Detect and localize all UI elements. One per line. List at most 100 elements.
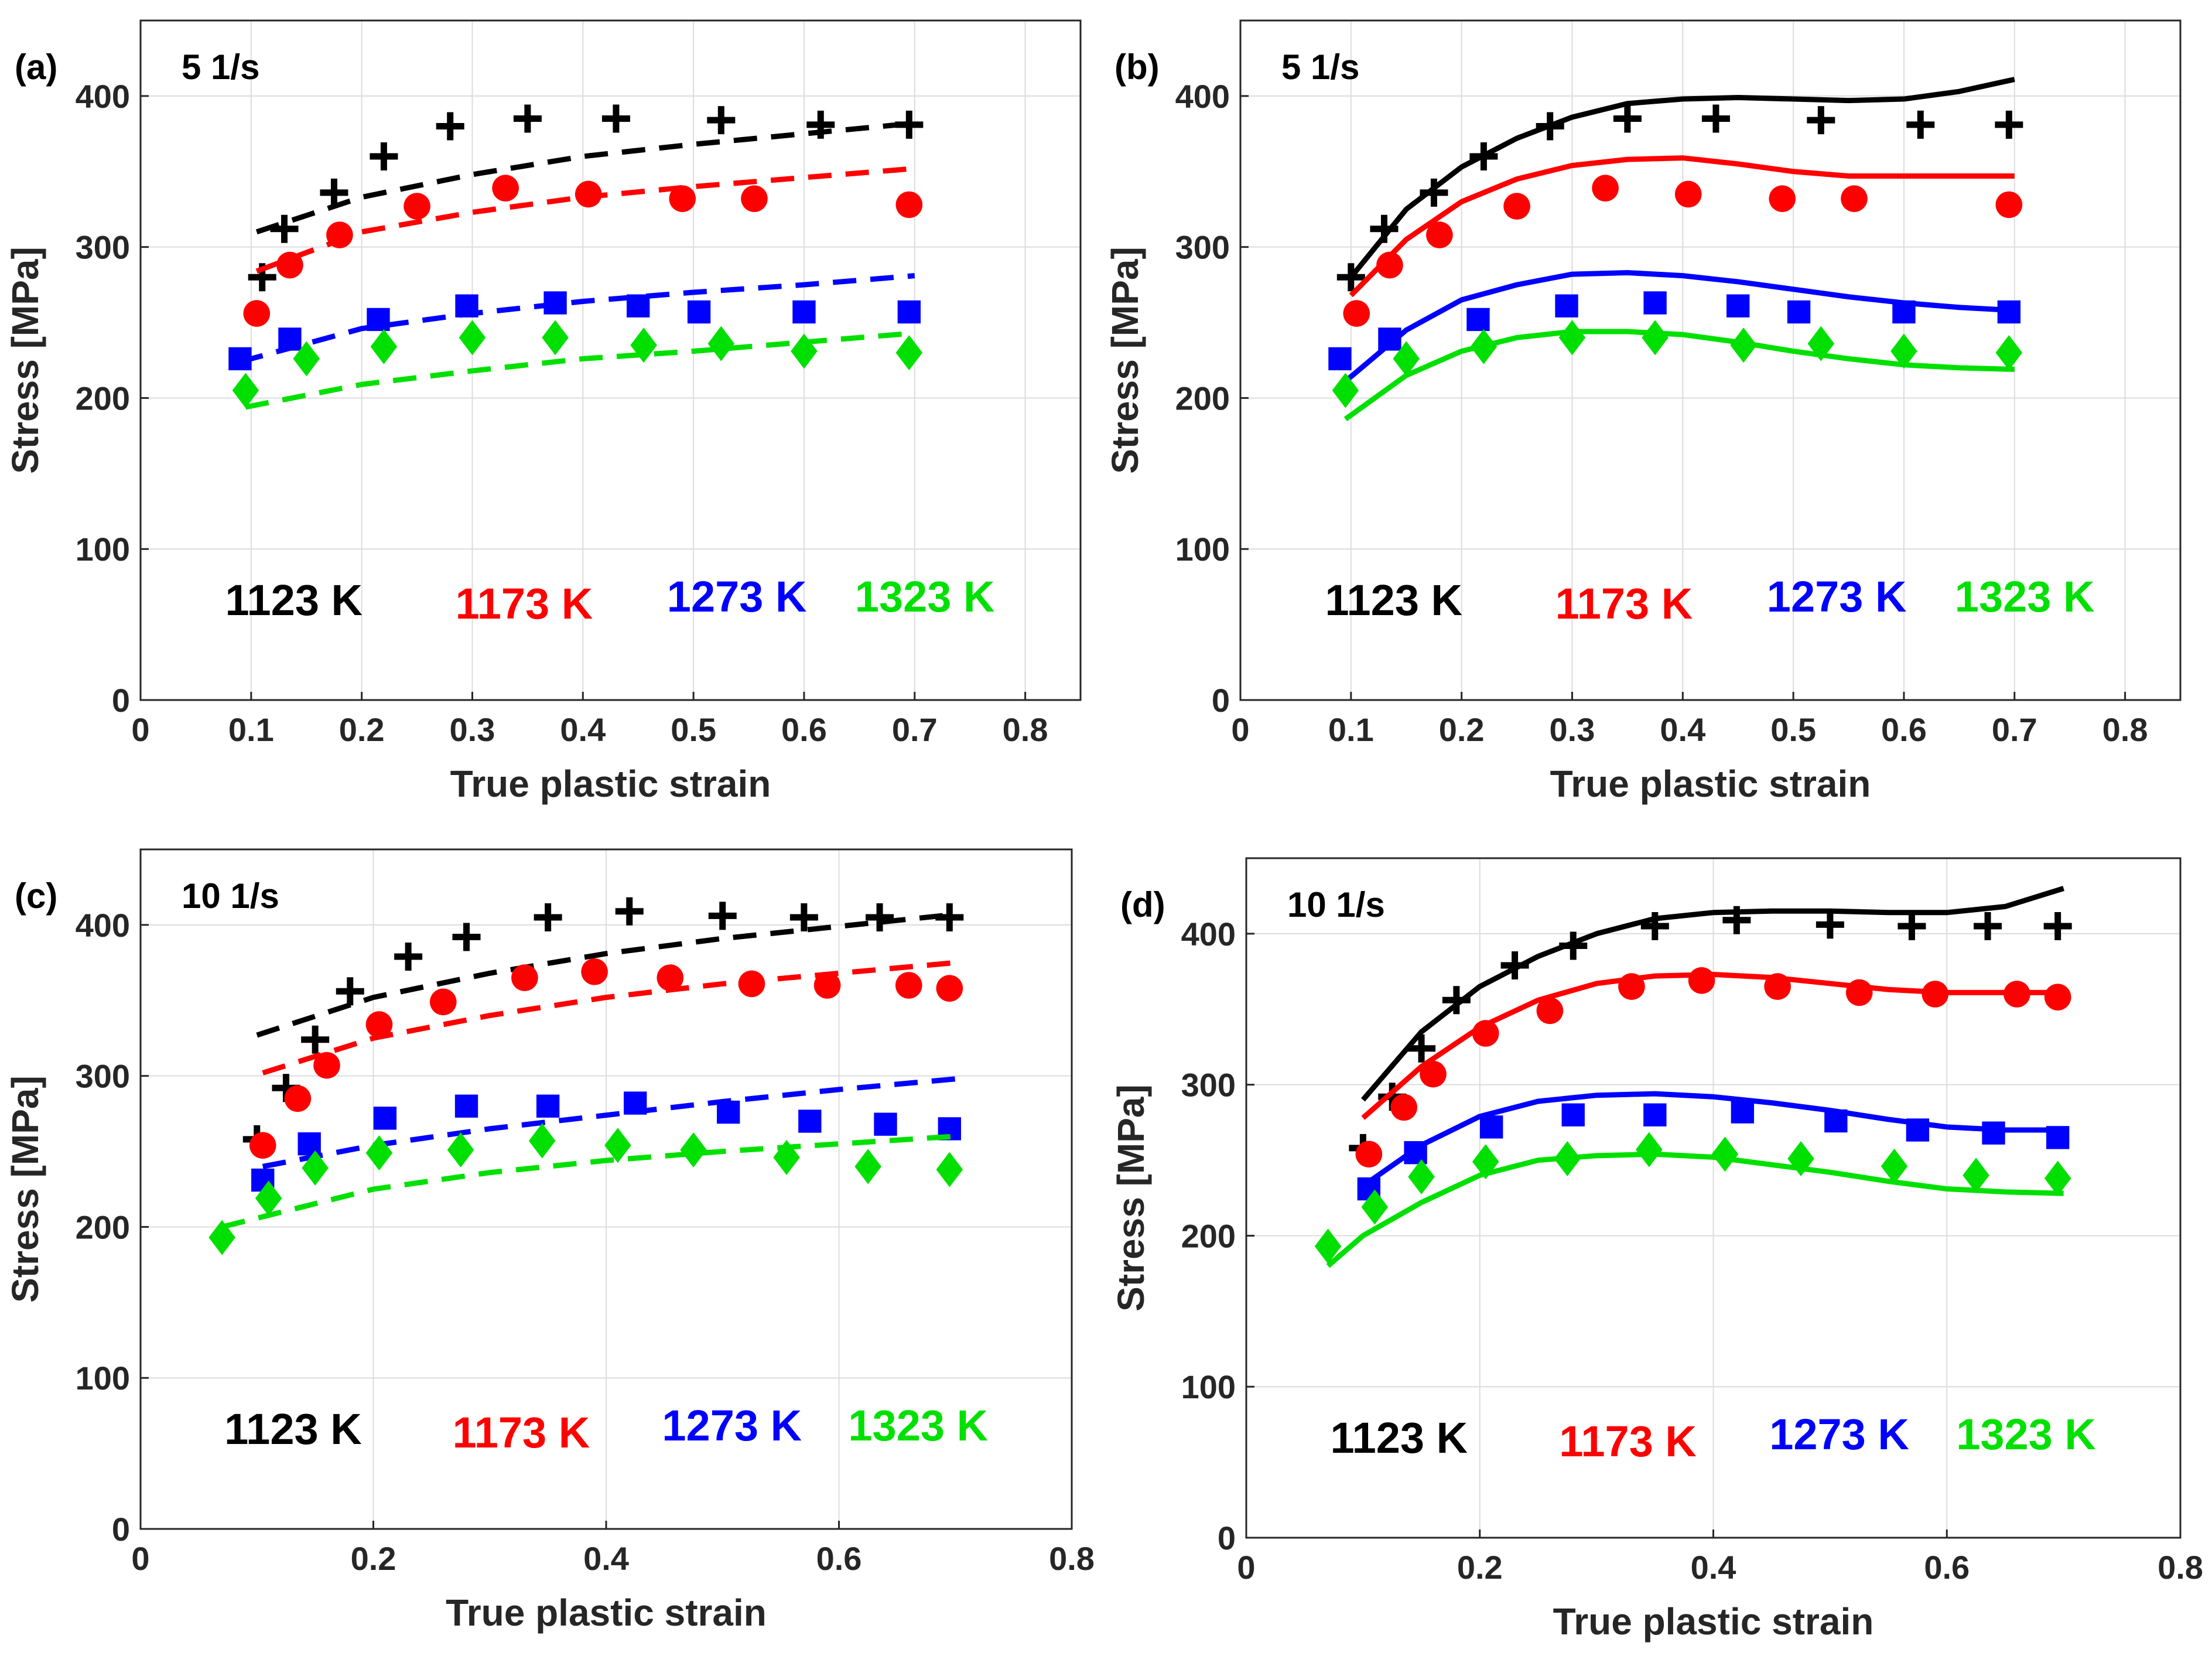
experimental-point [627,294,650,318]
panel-label: (b) [1114,47,1160,87]
experimental-point [1764,973,1791,1000]
y-axis-label: Stress [MPa] [1110,1084,1152,1312]
y-tick-label: 100 [1175,531,1230,568]
plot-frame [139,19,1082,701]
series-1323-k: 1323 K [232,320,994,621]
legend-entry: 1273 K [1769,1410,1909,1459]
y-axis-label: Stress [MPa] [4,247,46,474]
panel-label: (c) [15,876,57,916]
series-1273-k: 1273 K [1328,269,2021,621]
experimental-point [1328,347,1352,371]
series-1323-k: 1323 K [1314,1132,2096,1459]
experimental-point [367,308,390,332]
experimental-point [630,327,657,363]
y-tick-label: 0 [112,682,130,719]
panel-label: (d) [1120,885,1165,924]
experimental-point [789,903,818,931]
y-tick-label: 0 [1218,1520,1236,1556]
experimental-point [1995,335,2023,371]
series-1173-k: 1173 K [1343,155,2023,628]
x-tick-label: 0.4 [560,711,606,748]
experimental-point [1470,329,1498,364]
x-tick-label: 0.6 [1881,711,1927,748]
series-1173-k: 1173 K [1355,967,2071,1466]
experimental-point [897,300,921,324]
x-tick-label: 0.6 [1924,1549,1970,1586]
legend-entry: 1123 K [225,576,363,624]
y-axis-label: Stress [MPa] [1104,247,1146,474]
y-tick-label: 200 [1175,380,1230,416]
x-tick-label: 0.4 [1691,1549,1736,1586]
x-tick-label: 0.2 [1457,1549,1503,1586]
model-curve [1360,886,2064,1102]
series-1123-k: 1123 K [225,104,924,624]
experimental-point [1995,110,2023,139]
experimental-point [284,1085,312,1112]
experimental-point [1472,1144,1499,1180]
experimental-point [1730,327,1757,363]
x-tick-label: 0.5 [671,711,716,748]
legend-entry: 1173 K [453,1408,590,1457]
experimental-point [542,320,569,356]
experimental-point [301,1025,330,1054]
legend-entry: 1123 K [1325,576,1462,624]
model-curve [221,1134,956,1230]
experimental-point [1881,1148,1908,1184]
experimental-point [1726,294,1750,318]
panel-c: 0 0.2 0.4 0.6 0.8 0 100 200 300 400 True plastic s… [4,848,1095,1634]
legend-entry: 1323 K [1955,572,2095,621]
experimental-point [792,300,816,324]
y-tick-label: 300 [1181,1067,1236,1104]
series-1273-k: 1273 K [251,1076,961,1450]
experimental-point [1503,193,1530,220]
experimental-point [669,185,696,212]
experimental-point [1642,320,1669,356]
experimental-point [370,142,398,170]
panel-a: 0 0.1 0.2 0.3 0.4 0.5 0.6 0.7 0.8 0 100 200 300 400 Tr… [4,19,1082,805]
x-tick-label: 0.6 [816,1540,862,1577]
experimental-point [1500,951,1529,980]
y-tick-label: 300 [1175,229,1230,266]
model-curve [239,273,915,364]
x-tick-label: 0.8 [1003,711,1048,748]
experimental-point [2043,912,2072,940]
legend-entry: 1123 K [1331,1414,1468,1462]
experimental-point [854,1149,881,1184]
y-tick-label: 300 [76,1058,130,1095]
experimental-point [1807,106,1835,135]
experimental-point [298,1132,321,1156]
experimental-point [1561,1103,1585,1126]
legend-entry: 1173 K [1555,579,1693,628]
experimental-point [1472,1020,1499,1047]
experimental-point [1559,931,1588,960]
plot-frame [1239,19,2182,701]
experimental-point [1688,967,1715,994]
experimental-point [798,1109,822,1133]
experimental-point [813,972,841,999]
experimental-point [1558,320,1586,356]
experimental-point [615,897,644,926]
experimental-point [1711,1136,1739,1172]
experimental-point [1787,300,1811,324]
experimental-point [365,1135,393,1171]
experimental-point [2004,981,2030,1008]
experimental-point [528,1123,556,1159]
experimental-point [278,327,302,351]
experimental-point [1674,180,1702,208]
experimental-point [874,1112,897,1136]
experimental-point [429,988,457,1016]
y-tick-label: 400 [1181,916,1236,953]
experimental-point [255,1180,282,1216]
legend-entry: 1273 K [1767,572,1907,621]
y-tick-label: 200 [76,380,130,416]
experimental-point [1536,112,1564,141]
experimental-point [1816,910,1844,939]
experimental-point [687,300,711,324]
experimental-point [866,903,894,931]
experimental-point [581,958,608,985]
experimental-point [1640,912,1669,940]
experimental-point [680,1132,707,1167]
experimental-point [1390,1094,1417,1121]
series-1273-k: 1273 K [228,273,921,621]
y-tick-label: 400 [76,78,130,115]
